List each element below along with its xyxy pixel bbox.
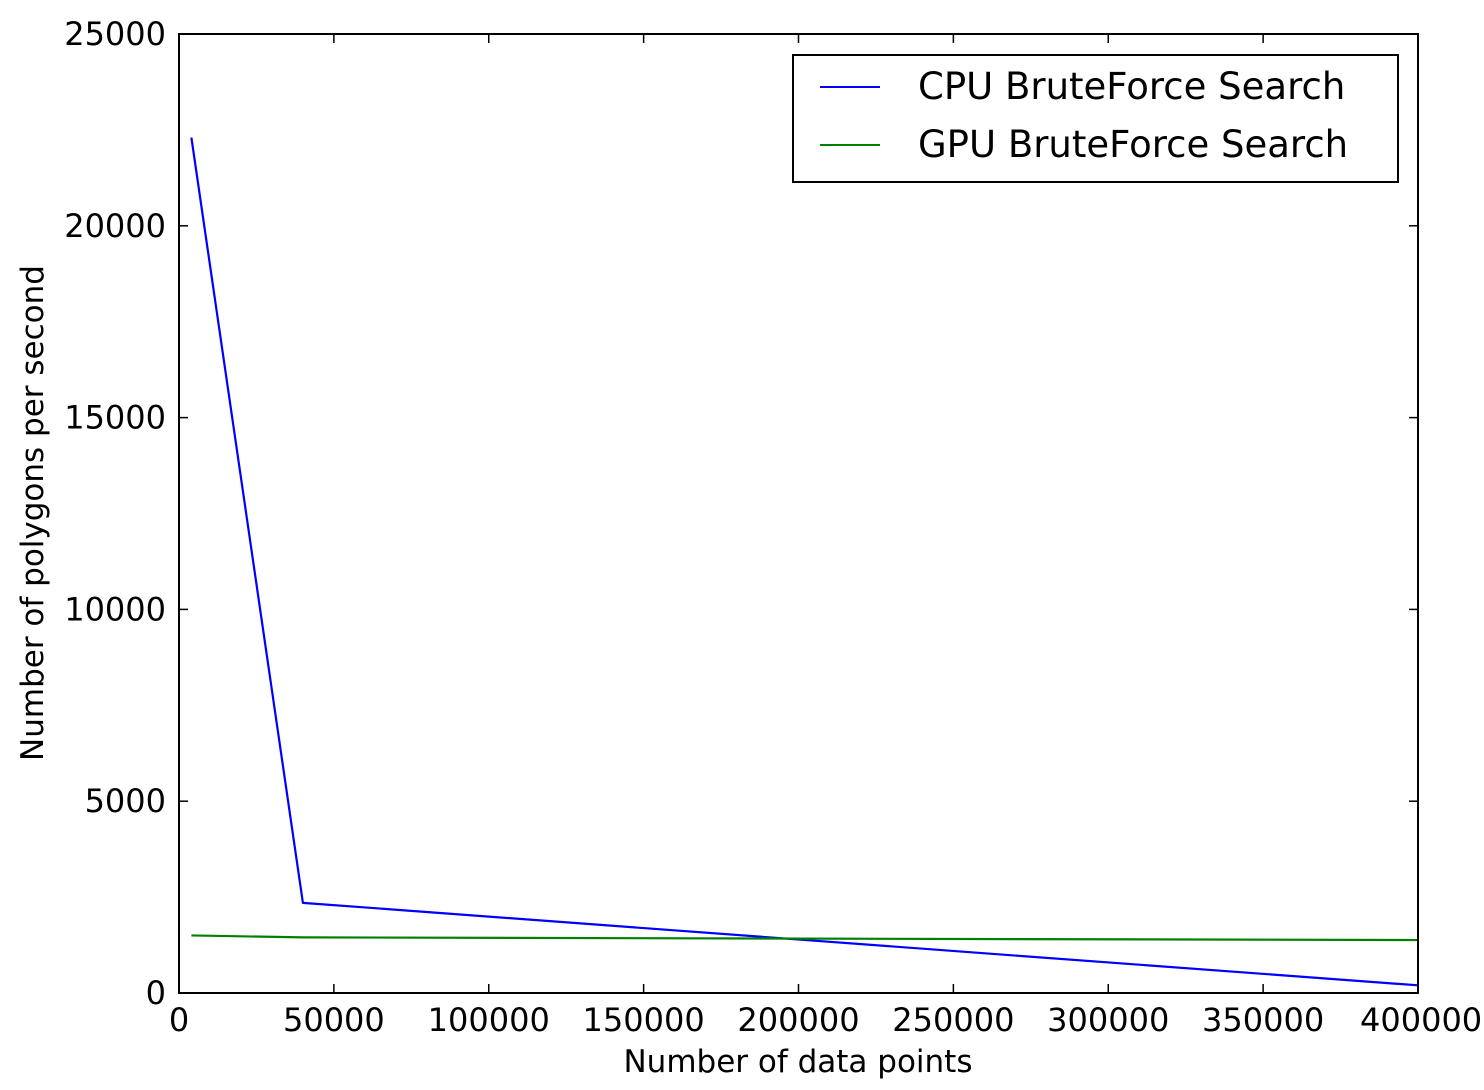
legend-box [792, 54, 1399, 183]
x-tick-label: 350000 [1202, 1001, 1324, 1039]
x-tick-label: 400000 [1360, 1001, 1482, 1039]
y-tick-label: 15000 [64, 399, 166, 437]
x-tick-label: 50000 [283, 1001, 385, 1039]
x-tick-label: 150000 [583, 1001, 705, 1039]
x-tick-label: 250000 [892, 1001, 1014, 1039]
y-tick-label: 20000 [64, 207, 166, 245]
x-tick-label: 200000 [737, 1001, 859, 1039]
x-tick-label: 300000 [1047, 1001, 1169, 1039]
x-tick-label: 0 [169, 1001, 189, 1039]
legend-label-gpu: GPU BruteForce Search [918, 123, 1348, 166]
x-tick-labels: 0 50000 100000 150000 200000 250000 300000 3500… [169, 1001, 1482, 1039]
series-line-cpu [190, 137, 1419, 987]
y-tick-label: 5000 [85, 782, 166, 820]
x-axis-title: Number of data points [623, 1044, 972, 1080]
plot-area-frame [178, 33, 1419, 994]
legend: CPU BruteForce Search GPU BruteForce Sea… [792, 54, 1399, 183]
series-lines [190, 137, 1419, 987]
y-tick-label: 10000 [64, 590, 166, 628]
legend-label-cpu: CPU BruteForce Search [918, 65, 1345, 108]
y-tick-labels: 0 5000 10000 15000 20000 25000 [64, 15, 166, 1012]
series-line-gpu [191, 934, 1419, 942]
y-tick-label: 0 [146, 974, 166, 1012]
y-tick-label: 25000 [64, 15, 166, 53]
y-axis-title: Number of polygons per second [15, 265, 51, 761]
x-tick-label: 100000 [428, 1001, 550, 1039]
